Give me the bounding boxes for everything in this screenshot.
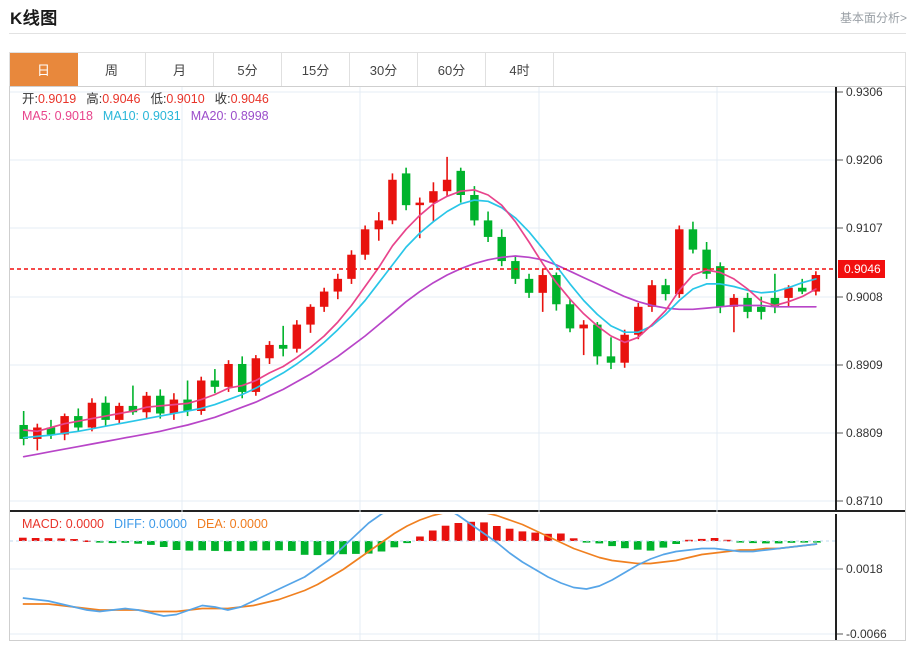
macd-pane: MACD: 0.0000 DIFF: 0.0000 DEA: 0.0000 0.00…	[10, 514, 905, 641]
tab-7[interactable]: 4时	[486, 53, 554, 86]
tab-1[interactable]: 周	[78, 53, 146, 86]
page-header: K线图 基本面分析>	[0, 0, 915, 34]
price-tick-label: 0.9306	[846, 85, 883, 99]
price-tick-label: 0.9008	[846, 290, 883, 304]
page-title: K线图	[10, 9, 58, 28]
tab-label: 15分	[301, 63, 330, 78]
price-tick	[837, 91, 843, 93]
price-tick	[837, 227, 843, 229]
price-tick-label: 0.9107	[846, 221, 883, 235]
price-tick	[837, 364, 843, 366]
tab-label: 日	[36, 63, 50, 78]
tab-label: 30分	[369, 63, 398, 78]
timeframe-tabbar: 日 周 月 5分 15分 30分 60分 4时	[9, 52, 906, 87]
tabbar-filler	[554, 53, 905, 86]
chart-frame: 开:0.9019 高:0.9046 低:0.9010 收:0.9046 MA5: 0.…	[9, 85, 906, 641]
price-axis: 0.9306 0.9206 0.9107 0.9008 0.8909 0.8809 0.87…	[835, 85, 905, 510]
price-tick-label: 0.8909	[846, 358, 883, 372]
macd-tick	[837, 633, 843, 635]
tab-3[interactable]: 5分	[214, 53, 282, 86]
price-tick-label: 0.9206	[846, 153, 883, 167]
price-tick	[837, 159, 843, 161]
candlestick-svg	[10, 87, 835, 512]
tab-4[interactable]: 15分	[282, 53, 350, 86]
macd-tick	[837, 568, 843, 570]
price-pane: 开:0.9019 高:0.9046 低:0.9010 收:0.9046 MA5: 0.…	[10, 85, 905, 512]
tab-label: 5分	[237, 63, 258, 78]
fundamental-analysis-link[interactable]: 基本面分析>	[839, 11, 907, 25]
tab-label: 60分	[437, 63, 466, 78]
tab-0[interactable]: 日	[10, 53, 78, 86]
macd-svg	[10, 514, 835, 640]
tab-label: 月	[172, 63, 186, 78]
macd-tick-label: 0.0018	[846, 562, 883, 576]
header-divider	[9, 33, 906, 34]
tab-label: 4时	[509, 63, 530, 78]
tab-6[interactable]: 60分	[418, 53, 486, 86]
tab-2[interactable]: 月	[146, 53, 214, 86]
price-plot[interactable]: 开:0.9019 高:0.9046 低:0.9010 收:0.9046 MA5: 0.…	[10, 87, 835, 512]
macd-tick-label: -0.0066	[846, 627, 887, 641]
tab-label: 周	[104, 63, 118, 78]
tab-5[interactable]: 30分	[350, 53, 418, 86]
macd-axis: 0.0018 -0.0066	[835, 514, 905, 641]
price-tick	[837, 432, 843, 434]
price-tick	[837, 296, 843, 298]
price-tick	[837, 500, 843, 502]
current-price-label: 0.9046	[838, 260, 885, 278]
price-tick-label: 0.8809	[846, 426, 883, 440]
macd-plot[interactable]: MACD: 0.0000 DIFF: 0.0000 DEA: 0.0000	[10, 514, 835, 640]
price-tick-label: 0.8710	[846, 494, 883, 508]
